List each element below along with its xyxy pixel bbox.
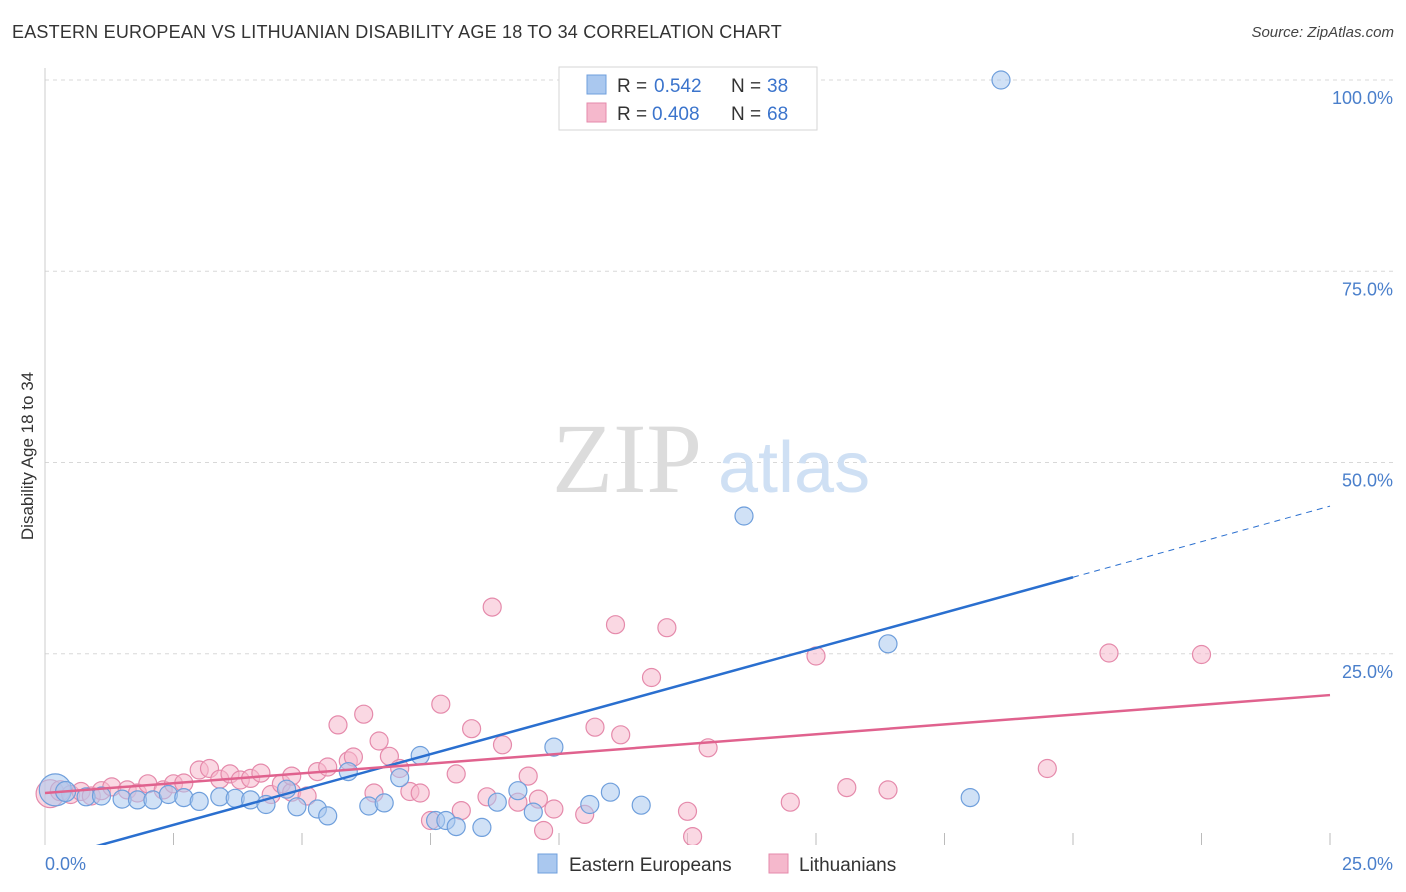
- eastern-european-trend-extension: [1072, 505, 1331, 578]
- legend-r-value-2: 0.408: [652, 104, 700, 125]
- eastern-european-trend-line: [95, 576, 1074, 845]
- eastern-european-point-31: [544, 737, 564, 757]
- eastern-european-point-29: [508, 781, 528, 801]
- grid-layer: [45, 79, 1395, 655]
- eastern-european-point-27: [472, 817, 492, 838]
- lithuanian-point-42: [462, 719, 482, 739]
- legend-n-value-1: 38: [767, 76, 788, 97]
- eastern-european-point-38: [991, 70, 1011, 90]
- lithuanian-point-20: [251, 763, 271, 783]
- watermark-zip: ZIP: [552, 403, 702, 514]
- lithuanian-point-44: [482, 597, 502, 617]
- watermark: ZIP atlas: [552, 403, 870, 514]
- lithuanian-point-33: [369, 731, 389, 751]
- lithuanian-point-62: [837, 777, 857, 798]
- eastern-european-point-4: [91, 786, 112, 806]
- lithuanian-point-37: [410, 783, 430, 803]
- bottom-legend: Eastern Europeans Lithuanians: [537, 853, 896, 876]
- lithuanian-point-39: [431, 694, 451, 714]
- eastern-european-point-8: [158, 784, 178, 805]
- legend-n-label-1: N =: [731, 76, 761, 97]
- lithuanian-point-52: [585, 717, 605, 737]
- eastern-european-point-10: [189, 791, 209, 812]
- tick-labels: 25.0% 50.0% 75.0% 100.0% 0.0% 25.0%: [45, 88, 1393, 874]
- bottom-legend-swatch-blue: [537, 853, 558, 874]
- chart-title: EASTERN EUROPEAN VS LITHUANIAN DISABILIT…: [12, 22, 782, 42]
- lithuanian-point-40: [446, 764, 466, 784]
- lithuanian-point-50: [544, 799, 564, 819]
- eastern-european-point-36: [878, 634, 898, 654]
- eastern-european-point-32: [580, 794, 600, 815]
- y-tick-label-100: 100.0%: [1332, 88, 1393, 108]
- eastern-european-point-30: [523, 802, 543, 822]
- lithuanian-point-66: [1191, 644, 1212, 665]
- eastern-european-point-37: [960, 787, 980, 808]
- lithuanian-point-55: [641, 667, 662, 688]
- lithuanian-point-31: [354, 704, 374, 724]
- eastern-european-point-35: [734, 506, 754, 526]
- lithuanian-point-65: [1099, 643, 1119, 663]
- bottom-legend-lithuanians: Lithuanians: [799, 855, 896, 876]
- legend-n-label-2: N =: [731, 104, 761, 125]
- y-tick-label-50: 50.0%: [1342, 471, 1393, 491]
- lithuanian-point-53: [605, 615, 626, 635]
- eastern-european-point-33: [600, 782, 621, 802]
- legend-swatch-pink: [586, 102, 607, 123]
- lithuanian-point-63: [878, 780, 898, 800]
- legend-box: R = 0.542 N = 38 R = 0.408 N = 68: [558, 66, 818, 131]
- bottom-legend-eastern-europeans: Eastern Europeans: [569, 855, 732, 876]
- eastern-european-point-22: [390, 768, 410, 788]
- lithuanian-point-54: [611, 725, 631, 745]
- eastern-european-point-34: [631, 795, 651, 815]
- legend-r-label-2: R =: [617, 104, 647, 125]
- eastern-european-point-16: [287, 797, 307, 817]
- lithuanian-point-45: [492, 735, 513, 755]
- lithuanian-point-28: [328, 715, 348, 735]
- lithuanian-point-47: [518, 766, 538, 786]
- lithuanian-point-58: [683, 827, 703, 845]
- watermark-atlas: atlas: [718, 428, 870, 508]
- x-tick-label-max: 25.0%: [1342, 854, 1393, 874]
- eastern-european-point-28: [487, 792, 507, 812]
- legend-r-label-1: R =: [617, 76, 647, 97]
- lithuanian-trend-line: [44, 693, 1331, 795]
- y-axis-label: Disability Age 18 to 34: [18, 372, 37, 540]
- y-tick-label-25: 25.0%: [1342, 662, 1393, 682]
- lithuanian-point-56: [657, 618, 677, 638]
- source-credit: Source: ZipAtlas.com: [1251, 24, 1394, 41]
- bottom-legend-swatch-pink: [768, 853, 789, 874]
- legend-n-value-2: 68: [767, 104, 788, 125]
- trend-layer: [44, 505, 1331, 845]
- legend-swatch-blue: [586, 74, 607, 95]
- y-tick-label-75: 75.0%: [1342, 279, 1393, 299]
- eastern-european-point-18: [318, 806, 338, 826]
- eastern-european-point-20: [359, 796, 379, 816]
- lithuanian-point-41: [451, 800, 471, 821]
- legend-r-value-1: 0.542: [654, 76, 702, 97]
- lithuanian-point-49: [533, 820, 554, 841]
- x-tick-label-min: 0.0%: [45, 854, 86, 874]
- eastern-european-point-26: [446, 816, 466, 837]
- lithuanian-point-64: [1037, 758, 1057, 779]
- lithuanian-point-60: [780, 792, 800, 812]
- lithuanian-point-57: [677, 801, 698, 821]
- lithuanian-point-27: [318, 757, 338, 777]
- eastern-european-point-21: [374, 793, 394, 813]
